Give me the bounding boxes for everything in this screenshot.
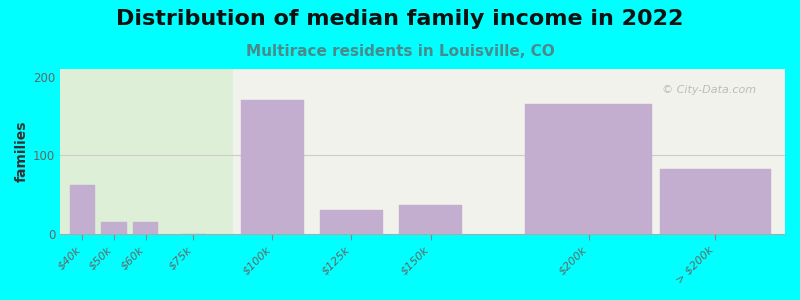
Text: © City-Data.com: © City-Data.com [662, 85, 756, 95]
Text: Distribution of median family income in 2022: Distribution of median family income in … [116, 9, 684, 29]
Bar [60, 69, 233, 234]
Bar [399, 205, 462, 234]
Bar [526, 104, 652, 234]
Text: Multirace residents in Louisville, CO: Multirace residents in Louisville, CO [246, 44, 554, 59]
Bar [233, 69, 785, 234]
Y-axis label: families: families [15, 121, 29, 182]
Bar [660, 169, 770, 234]
Bar [70, 185, 95, 234]
Bar [320, 210, 383, 234]
Bar [102, 222, 126, 234]
Bar [241, 100, 304, 234]
Bar [133, 222, 158, 234]
